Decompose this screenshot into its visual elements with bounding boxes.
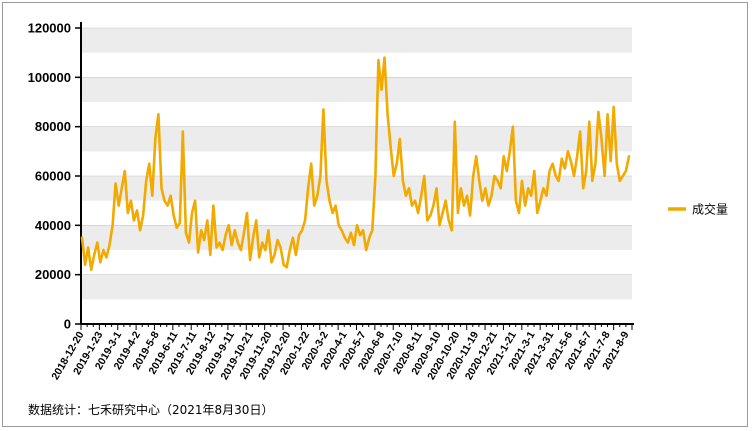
x-axis: 2018-12-202019-1-232019-3-12019-4-22019-… xyxy=(49,323,634,382)
grid-band xyxy=(81,126,632,152)
grid-band xyxy=(81,250,632,275)
grid-band xyxy=(81,28,632,53)
y-tick-label: 80000 xyxy=(35,119,71,134)
grid-band xyxy=(81,200,632,226)
y-tick-label: 20000 xyxy=(35,267,71,282)
grid-band xyxy=(81,102,632,127)
y-tick-label: 100000 xyxy=(28,70,71,85)
grid-band xyxy=(81,52,632,78)
source-note: 数据统计：七禾研究中心（2021年8月30日） xyxy=(28,403,274,417)
y-tick-label: 60000 xyxy=(35,169,71,184)
series-layer xyxy=(80,56,631,272)
y-axis: 0 20000 40000 60000 80000 100000 120000 xyxy=(28,21,82,332)
grid-band xyxy=(81,77,632,102)
grid-bands xyxy=(81,27,632,325)
legend-label: 成交量 xyxy=(692,202,728,217)
grid-band xyxy=(81,274,632,300)
grid-band xyxy=(81,299,632,324)
legend: 成交量 xyxy=(668,202,728,217)
y-tick-label: 0 xyxy=(64,317,71,332)
grid-band xyxy=(81,151,632,176)
y-tick-label: 40000 xyxy=(35,218,71,233)
series-line xyxy=(80,56,631,272)
y-tick-label: 120000 xyxy=(28,21,71,36)
